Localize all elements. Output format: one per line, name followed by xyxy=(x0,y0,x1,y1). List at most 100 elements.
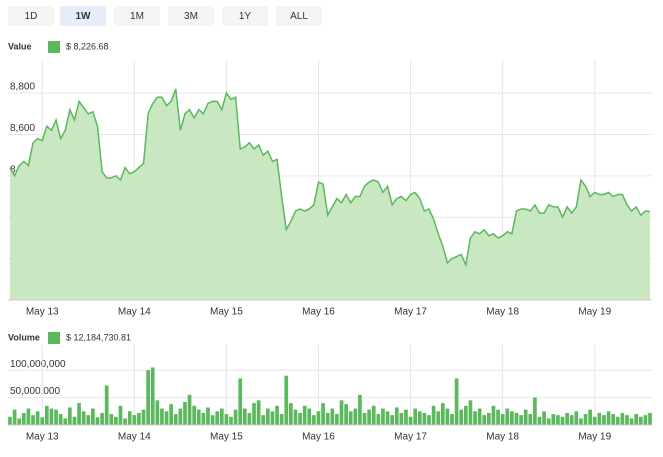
volume-bar xyxy=(289,403,293,425)
volume-bar xyxy=(574,411,579,425)
volume-bar xyxy=(279,414,284,425)
volume-bar xyxy=(242,408,247,425)
y-tick-label: 8,600 xyxy=(10,123,35,134)
legend-name: Volume xyxy=(8,332,40,342)
volume-bar xyxy=(390,415,394,425)
volume-bar xyxy=(196,409,201,425)
volume-bar xyxy=(625,415,629,425)
legend-value: $ 8,226.68 xyxy=(66,41,109,51)
volume-bar xyxy=(482,415,487,425)
volume-bar xyxy=(210,415,215,425)
volume-bar xyxy=(556,415,560,425)
x-tick-label: May 14 xyxy=(118,307,151,318)
volume-bar xyxy=(440,403,445,425)
volume-bar xyxy=(431,405,436,425)
range-button[interactable]: ALL xyxy=(276,6,322,26)
button-bg xyxy=(60,6,106,26)
x-tick-label: May 18 xyxy=(486,432,519,443)
volume-bar xyxy=(206,407,210,425)
volume-bar xyxy=(307,408,312,425)
volume-bar xyxy=(560,416,565,425)
volume-bar xyxy=(496,409,500,425)
volume-bar xyxy=(49,408,54,425)
range-button[interactable]: 1D xyxy=(8,6,54,26)
volume-bar xyxy=(321,403,325,425)
volume-bar xyxy=(353,408,358,425)
legend-swatch xyxy=(48,41,60,53)
volume-bar xyxy=(569,415,574,425)
volume-bar xyxy=(81,411,86,425)
volume-bar xyxy=(17,418,22,425)
volume-bar xyxy=(510,411,514,425)
volume-bar xyxy=(118,405,123,425)
volume-bar xyxy=(224,414,229,425)
range-button[interactable]: 3M xyxy=(168,6,214,26)
volume-bar xyxy=(399,412,404,425)
volume-bar xyxy=(473,411,477,425)
volume-bar xyxy=(588,409,592,425)
volume-bar xyxy=(445,408,450,425)
volume-bar xyxy=(592,416,597,425)
volume-bar xyxy=(450,414,454,425)
volume-bar xyxy=(487,412,491,425)
volume-bar xyxy=(602,415,606,425)
button-label: 1M xyxy=(130,11,144,22)
volume-bar xyxy=(583,414,588,425)
volume-bar xyxy=(266,408,270,425)
button-bg xyxy=(8,6,54,26)
volume-bar xyxy=(615,416,620,425)
volume-bar xyxy=(348,411,353,425)
volume-bar xyxy=(459,409,464,425)
volume-bar xyxy=(100,412,104,425)
volume-bar xyxy=(463,405,468,425)
volume-bar xyxy=(385,411,390,425)
volume-bar xyxy=(178,408,183,425)
volume-bar xyxy=(187,394,192,425)
volume-bar xyxy=(367,409,371,425)
volume-bar xyxy=(648,412,652,425)
volume-bar xyxy=(579,418,583,425)
volume-bar xyxy=(35,411,40,425)
volume-bar xyxy=(643,415,648,425)
volume-bar xyxy=(219,408,224,425)
y-tick-label: 100,000,000 xyxy=(10,359,66,370)
volume-bar xyxy=(12,409,17,425)
button-label: 1W xyxy=(76,11,92,22)
volume-bar xyxy=(298,412,302,425)
x-tick-label: May 17 xyxy=(394,432,427,443)
volume-bar xyxy=(358,394,362,425)
x-tick-label: May 13 xyxy=(26,307,59,318)
volume-bar xyxy=(72,416,77,425)
volume-bar xyxy=(95,417,100,425)
range-button[interactable]: 1M xyxy=(114,6,160,26)
volume-bar xyxy=(413,408,418,425)
range-button[interactable]: 1Y xyxy=(222,6,268,26)
volume-bar xyxy=(238,378,243,425)
volume-bar xyxy=(344,404,348,425)
volume-bar xyxy=(533,397,537,425)
range-button[interactable]: 1W xyxy=(60,6,106,26)
legend-name: Value xyxy=(8,41,32,51)
x-tick-label: May 16 xyxy=(302,307,335,318)
volume-bar xyxy=(417,411,422,425)
volume-bar xyxy=(252,403,256,425)
volume-bar xyxy=(141,409,146,425)
volume-bar xyxy=(394,407,399,425)
volume-bar xyxy=(634,414,639,425)
button-bg xyxy=(168,6,214,26)
volume-bar xyxy=(514,412,519,425)
volume-bar xyxy=(542,411,546,425)
volume-bar xyxy=(104,385,109,425)
x-tick-label: May 15 xyxy=(210,307,243,318)
volume-bar xyxy=(284,375,289,425)
volume-bar xyxy=(404,409,408,425)
x-tick-label: May 19 xyxy=(578,307,611,318)
x-tick-label: May 15 xyxy=(210,432,243,443)
button-bg xyxy=(222,6,268,26)
volume-bar xyxy=(611,414,616,425)
button-label: ALL xyxy=(290,11,308,22)
volume-bar xyxy=(137,412,141,425)
volume-bar xyxy=(606,411,611,425)
price-line xyxy=(9,88,651,268)
